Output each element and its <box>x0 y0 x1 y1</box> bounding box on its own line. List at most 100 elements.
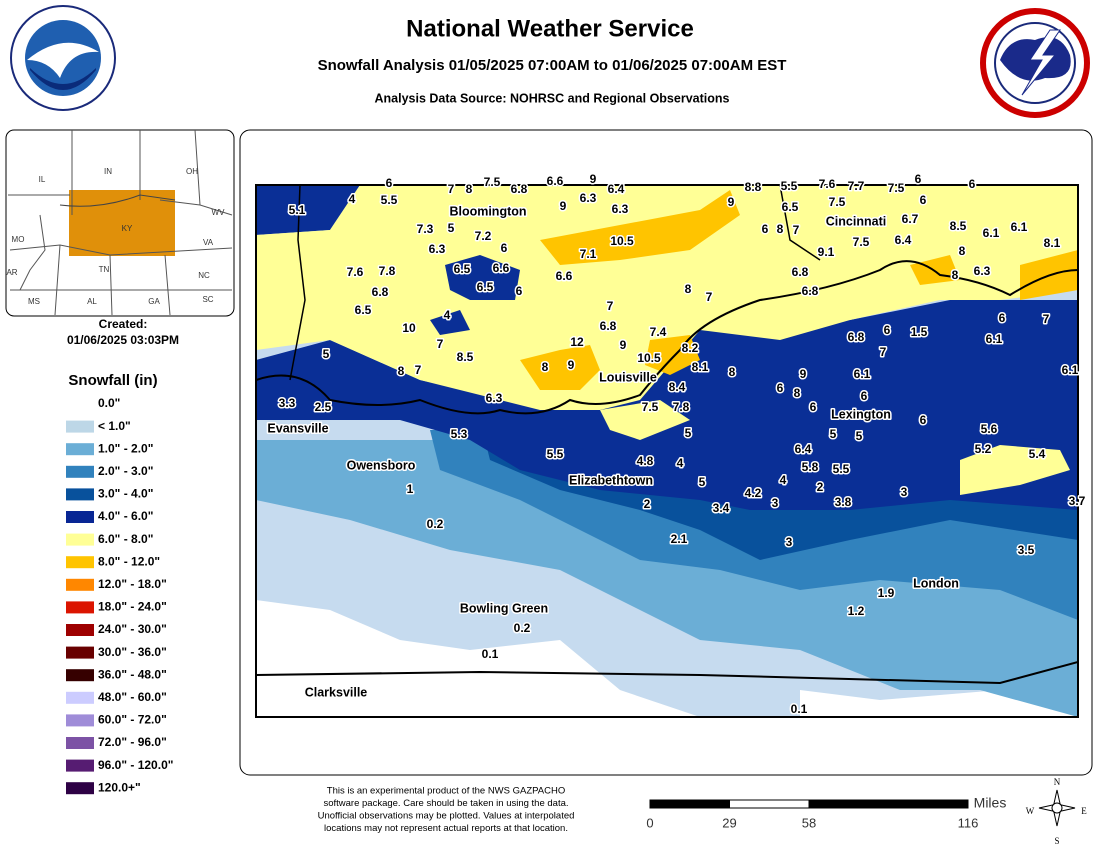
observation-value: 5.5 <box>547 447 564 461</box>
observation-value: 5 <box>448 221 455 235</box>
observation-value: 5 <box>856 429 863 443</box>
observation-value: 0.2 <box>427 517 444 531</box>
inset-state-label: TN <box>99 265 110 274</box>
inset-state-label: AL <box>87 297 97 306</box>
observation-value: 6.8 <box>792 265 809 279</box>
observation-value: 6 <box>386 176 393 190</box>
observation-value: 1.9 <box>878 586 895 600</box>
observation-value: 10.5 <box>637 351 661 365</box>
snow-field <box>256 185 1078 717</box>
observation-value: 9 <box>590 172 597 186</box>
created-time: 01/06/2025 03:03PM <box>67 333 179 347</box>
observation-value: 6.4 <box>608 182 625 196</box>
observation-value: 8.5 <box>457 350 474 364</box>
observation-value: 7 <box>437 337 444 351</box>
legend-swatch <box>66 465 94 478</box>
city-label: Elizabethtown <box>569 473 653 487</box>
legend-swatch <box>66 646 94 659</box>
legend-label: 2.0" - 3.0" <box>98 464 153 478</box>
observation-value: 8.8 <box>745 180 762 194</box>
observation-value: 5 <box>830 427 837 441</box>
observation-value: 6.1 <box>986 332 1003 346</box>
disclaimer-line: software package. Care should be taken i… <box>323 798 568 809</box>
observation-value: 7.5 <box>642 400 659 414</box>
observation-value: 3.7 <box>1069 494 1086 508</box>
observation-value: 6.8 <box>802 284 819 298</box>
city-label: Lexington <box>831 407 891 421</box>
legend-label: 48.0" - 60.0" <box>98 690 167 704</box>
observation-value: 7 <box>706 290 713 304</box>
title: National Weather Service <box>406 15 694 42</box>
observation-value: 7.5 <box>484 175 501 189</box>
legend-swatch <box>66 556 94 569</box>
compass-letter: W <box>1026 806 1035 816</box>
observation-value: 7 <box>448 182 455 196</box>
legend-swatch <box>66 624 94 636</box>
observation-value: 5 <box>699 475 706 489</box>
observation-value: 6.4 <box>895 233 912 247</box>
observation-value: 9 <box>728 195 735 209</box>
legend-swatch <box>66 443 94 456</box>
observation-value: 6.5 <box>355 303 372 317</box>
observation-value: 2.5 <box>315 400 332 414</box>
compass-letter: S <box>1054 836 1059 846</box>
legend-label: 60.0" - 72.0" <box>98 713 167 727</box>
scale-tick-label: 58 <box>802 815 816 830</box>
observation-value: 10 <box>402 321 416 335</box>
observation-value: 7.3 <box>417 222 434 236</box>
observation-value: 5 <box>685 426 692 440</box>
inset-state-label: OH <box>186 167 198 176</box>
observation-value: 6.6 <box>547 174 564 188</box>
disclaimer-line: This is an experimental product of the N… <box>327 786 565 797</box>
observation-value: 6 <box>762 222 769 236</box>
observation-value: 4.8 <box>637 454 654 468</box>
observation-value: 6.3 <box>429 242 446 256</box>
observation-value: 4.2 <box>745 486 762 500</box>
observation-value: 6.4 <box>795 442 812 456</box>
observation-value: 1.2 <box>848 604 865 618</box>
observation-value: 1.5 <box>911 325 928 339</box>
observation-value: 5 <box>323 347 330 361</box>
scale-segment <box>729 799 810 809</box>
observation-value: 7.7 <box>848 179 865 193</box>
observation-value: 2 <box>644 497 651 511</box>
scale-tick-label: 0 <box>646 815 653 830</box>
observation-value: 6 <box>501 241 508 255</box>
inset-state-label: MO <box>12 235 25 244</box>
city-label: Cincinnati <box>826 214 886 228</box>
observation-value: 3 <box>786 535 793 549</box>
observation-value: 7.6 <box>347 265 364 279</box>
observation-value: 4 <box>349 192 356 206</box>
map-border <box>255 184 1079 718</box>
source: Analysis Data Source: NOHRSC and Regiona… <box>375 91 730 105</box>
legend-swatch <box>66 420 94 433</box>
observation-value: 6.5 <box>477 280 494 294</box>
observation-value: 3.3 <box>279 396 296 410</box>
observation-value: 9 <box>560 199 567 213</box>
observation-value: 8.2 <box>682 341 699 355</box>
legend-swatch <box>66 601 94 614</box>
observation-value: 6 <box>861 389 868 403</box>
observation-value: 6.5 <box>454 262 471 276</box>
observation-value: 6.3 <box>486 391 503 405</box>
observation-value: 3.4 <box>713 501 730 515</box>
observation-value: 0.1 <box>791 702 808 716</box>
observation-value: 5.5 <box>381 193 398 207</box>
observation-value: 5.6 <box>981 422 998 436</box>
observation-value: 6.3 <box>974 264 991 278</box>
observation-value: 7.2 <box>475 229 492 243</box>
observation-value: 5.3 <box>451 427 468 441</box>
observation-value: 7.6 <box>819 177 836 191</box>
observation-value: 6.8 <box>600 319 617 333</box>
observation-value: 6.8 <box>511 182 528 196</box>
legend-label: 8.0" - 12.0" <box>98 554 160 568</box>
scale-unit: Miles <box>974 795 1007 811</box>
observation-value: 6 <box>969 177 976 191</box>
legend-swatch <box>66 714 94 727</box>
city-label: Evansville <box>267 421 328 435</box>
observation-value: 7 <box>415 363 422 377</box>
legend-label: 36.0" - 48.0" <box>98 667 167 681</box>
subtitle: Snowfall Analysis 01/05/2025 07:00AM to … <box>318 57 787 74</box>
observation-value: 6.6 <box>493 261 510 275</box>
